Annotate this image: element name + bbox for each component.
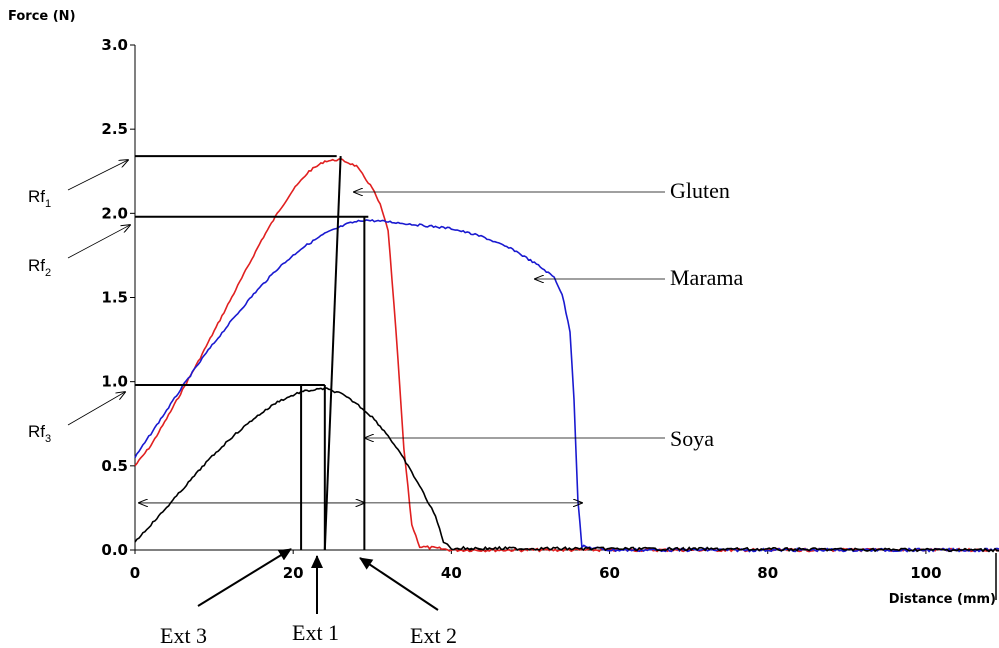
- series-group: [134, 157, 999, 553]
- y-tick-label: 3.0: [101, 36, 128, 54]
- x-tick-label: 60: [599, 564, 620, 582]
- y-tick-label: 0.5: [101, 457, 128, 475]
- reference-lines: [135, 155, 582, 551]
- gluten-label: Gluten: [670, 178, 730, 203]
- x-tick-label: 100: [910, 564, 941, 582]
- y-tick-label: 2.0: [101, 204, 128, 222]
- y-tick-label: 0.0: [101, 541, 128, 559]
- x-tick-label: 0: [130, 564, 140, 582]
- axis-ticks: 0.0 0.5 1.0 1.5 2.0 2.5 3.0 0 20 40 60 80 100: [101, 36, 941, 582]
- rf1-label: Rf1: [28, 187, 51, 210]
- series-soya-line: [134, 387, 999, 553]
- rf3-pointer: [67, 392, 125, 426]
- rf2-pointer: [67, 225, 130, 259]
- x-tick-label: 80: [757, 564, 778, 582]
- x-tick-label: 20: [283, 564, 304, 582]
- y-tick-label: 2.5: [101, 120, 128, 138]
- ext3-label: Ext 3: [160, 623, 207, 648]
- ext1-label: Ext 1: [292, 620, 339, 645]
- ext2-label: Ext 2: [410, 623, 457, 648]
- ext2-pointer: [359, 557, 439, 611]
- marama-label: Marama: [670, 265, 744, 290]
- ext3-pointer: [197, 548, 292, 607]
- rf1-pointer: [67, 160, 128, 191]
- y-tick-label: 1.0: [101, 373, 128, 391]
- y-axis-title: Force (N): [8, 9, 76, 24]
- y-tick-label: 1.5: [101, 289, 128, 307]
- x-tick-label: 40: [441, 564, 462, 582]
- rf3-label: Rf3: [28, 422, 51, 445]
- soya-label: Soya: [670, 426, 714, 451]
- x-axis-title: Distance (mm): [889, 592, 996, 607]
- rf2-label: Rf2: [28, 256, 51, 279]
- ext1-line: [323, 156, 342, 551]
